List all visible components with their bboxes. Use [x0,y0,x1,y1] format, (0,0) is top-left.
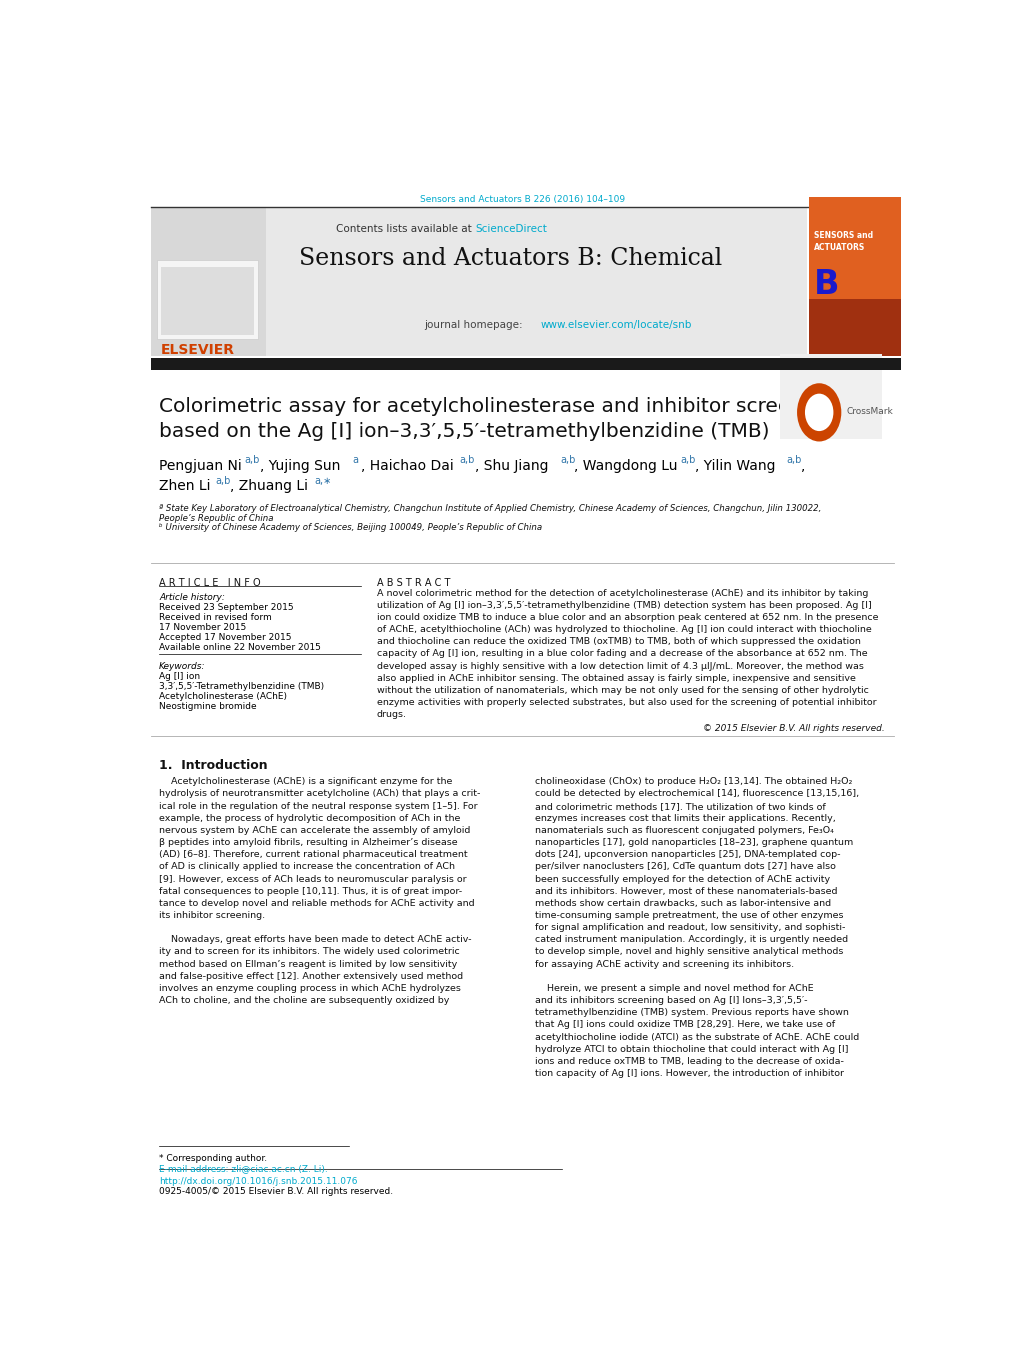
Bar [161,267,254,335]
Text: ᵇ University of Chinese Academy of Sciences, Beijing 100049, People’s Republic o: ᵇ University of Chinese Academy of Scien… [159,523,542,532]
Text: CrossMark: CrossMark [846,407,893,416]
Bar [151,358,901,370]
Text: , Yilin Wang: , Yilin Wang [694,458,774,473]
Text: Received 23 September 2015: Received 23 September 2015 [159,604,293,612]
Text: Zhen Li: Zhen Li [159,480,210,493]
Text: cholineoxidase (ChOx) to produce H₂O₂ [13,14]. The obtained H₂O₂
could be detect: cholineoxidase (ChOx) to produce H₂O₂ [1… [534,777,858,1078]
Text: E-mail address: zli@ciac.ac.cn (Z. Li).: E-mail address: zli@ciac.ac.cn (Z. Li). [159,1165,327,1173]
Text: Article history:: Article history: [159,593,225,603]
Text: a,b: a,b [459,455,475,465]
Text: 1.  Introduction: 1. Introduction [159,759,267,771]
Text: © 2015 Elsevier B.V. All rights reserved.: © 2015 Elsevier B.V. All rights reserved… [702,724,883,734]
Text: B: B [813,269,839,301]
Text: ª State Key Laboratory of Electroanalytical Chemistry, Changchun Institute of Ap: ª State Key Laboratory of Electroanalyti… [159,504,820,513]
Text: ELSEVIER: ELSEVIER [161,343,234,357]
Bar [808,299,901,357]
Text: ,: , [800,458,805,473]
Text: Colorimetric assay for acetylcholinesterase and inhibitor screening: Colorimetric assay for acetylcholinester… [159,397,834,416]
Text: Accepted 17 November 2015: Accepted 17 November 2015 [159,632,291,642]
Text: ScienceDirect: ScienceDirect [475,224,546,234]
Text: a,b: a,b [786,455,801,465]
Text: , Shu Jiang: , Shu Jiang [475,458,548,473]
Text: http://dx.doi.org/10.1016/j.snb.2015.11.076: http://dx.doi.org/10.1016/j.snb.2015.11.… [159,1177,358,1186]
Bar [808,197,901,301]
Bar [808,208,901,357]
Text: a,b: a,b [245,455,260,465]
Text: a,b: a,b [681,455,696,465]
Text: , Haichao Dai: , Haichao Dai [361,458,453,473]
Text: A B S T R A C T: A B S T R A C T [376,578,449,588]
Text: Ag [I] ion: Ag [I] ion [159,671,200,681]
Text: journal homepage:: journal homepage: [424,320,526,330]
Text: 0925-4005/© 2015 Elsevier B.V. All rights reserved.: 0925-4005/© 2015 Elsevier B.V. All right… [159,1188,393,1196]
Text: Acetylcholinesterase (AChE): Acetylcholinesterase (AChE) [159,692,286,701]
Text: Sensors and Actuators B: Chemical: Sensors and Actuators B: Chemical [299,247,721,270]
Text: Pengjuan Ni: Pengjuan Ni [159,458,242,473]
Text: www.elsevier.com/locate/snb: www.elsevier.com/locate/snb [540,320,692,330]
Text: a,∗: a,∗ [315,476,332,485]
Text: SENSORS and
ACTUATORS: SENSORS and ACTUATORS [813,231,872,251]
Text: Received in revised form: Received in revised form [159,613,272,623]
Text: , Wangdong Lu: , Wangdong Lu [574,458,677,473]
Bar [266,208,807,357]
Text: 17 November 2015: 17 November 2015 [159,623,247,631]
Text: Acetylcholinesterase (AChE) is a significant enzyme for the
hydrolysis of neurot: Acetylcholinesterase (AChE) is a signifi… [159,777,480,1005]
Text: Sensors and Actuators B 226 (2016) 104–109: Sensors and Actuators B 226 (2016) 104–1… [420,196,625,204]
Circle shape [796,384,841,442]
Text: * Corresponding author.: * Corresponding author. [159,1154,267,1163]
Text: a,b: a,b [215,476,230,485]
Text: , Yujing Sun: , Yujing Sun [259,458,339,473]
Circle shape [804,393,833,431]
Text: a,b: a,b [559,455,575,465]
Text: A R T I C L E   I N F O: A R T I C L E I N F O [159,578,261,588]
Text: Available online 22 November 2015: Available online 22 November 2015 [159,643,321,651]
Text: A novel colorimetric method for the detection of acetylcholinesterase (AChE) and: A novel colorimetric method for the dete… [376,589,877,719]
Text: Keywords:: Keywords: [159,662,206,671]
Bar [157,261,258,339]
Text: , Zhuang Li: , Zhuang Li [230,480,308,493]
Text: Contents lists available at: Contents lists available at [336,224,475,234]
Text: 3,3′,5,5′-Tetramethylbenzidine (TMB): 3,3′,5,5′-Tetramethylbenzidine (TMB) [159,682,324,690]
Text: based on the Ag [I] ion–3,3′,5,5′-tetramethylbenzidine (TMB): based on the Ag [I] ion–3,3′,5,5′-tetram… [159,423,769,442]
Text: a: a [353,455,359,465]
Text: People’s Republic of China: People’s Republic of China [159,513,273,523]
Bar [151,208,266,357]
Bar [779,354,881,439]
Text: Neostigmine bromide: Neostigmine bromide [159,703,257,711]
